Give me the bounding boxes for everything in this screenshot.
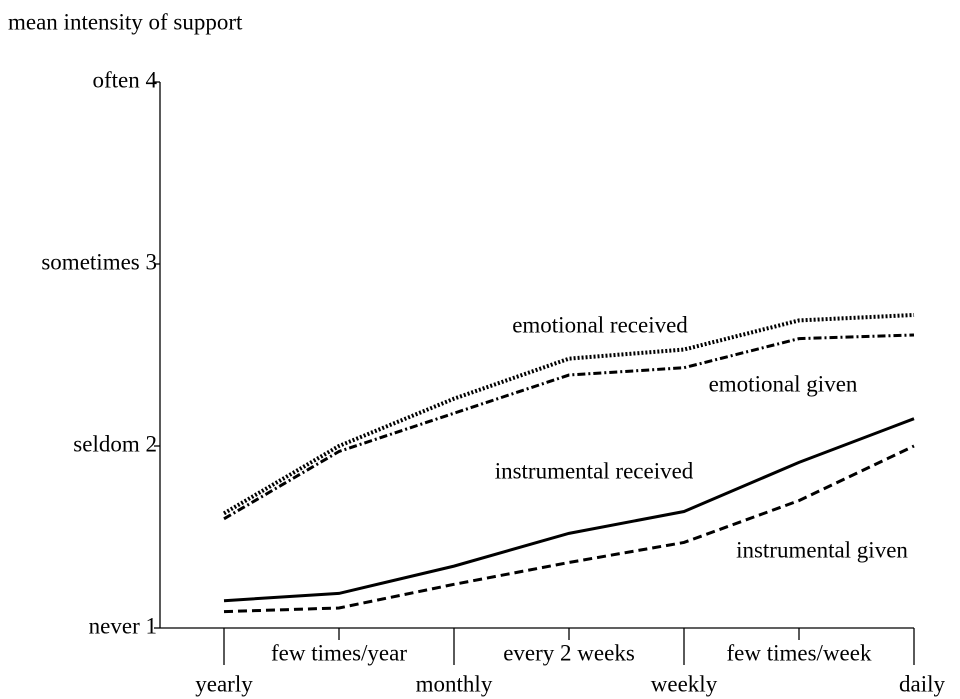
x-tick-label: few times/week [727, 640, 872, 665]
y-tick-label: sometimes 3 [41, 249, 157, 274]
y-tick-label: often 4 [92, 67, 157, 92]
series-label: instrumental received [495, 458, 694, 483]
x-tick-label: monthly [416, 671, 493, 696]
line [223, 444, 915, 614]
series-label: emotional given [709, 371, 858, 396]
y-tick-label: seldom 2 [73, 431, 157, 456]
line [223, 417, 915, 603]
series-label: emotional received [512, 312, 688, 337]
series-label: instrumental given [736, 537, 908, 562]
x-tick-label: yearly [195, 671, 253, 696]
x-tick-label: weekly [651, 671, 718, 696]
x-tick-label: daily [899, 671, 945, 696]
line [222, 312, 915, 516]
axis-title: mean intensity of support [8, 9, 243, 34]
x-tick-label: few times/year [271, 640, 407, 665]
line [223, 333, 915, 521]
y-tick-label: never 1 [89, 613, 157, 638]
x-tick-label: every 2 weeks [503, 640, 635, 665]
